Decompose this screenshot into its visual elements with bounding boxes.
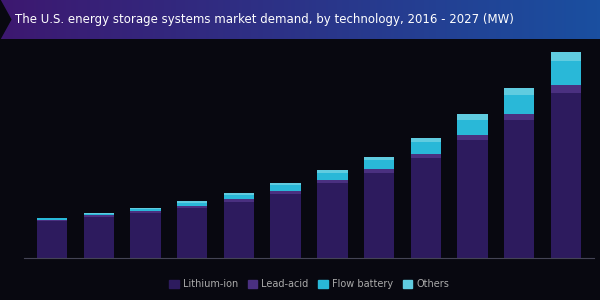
Bar: [410, 138, 441, 142]
Bar: [130, 211, 161, 213]
Bar: [504, 88, 535, 95]
Bar: [364, 169, 394, 173]
Bar: [504, 120, 535, 258]
Bar: [130, 213, 161, 258]
Bar: [457, 120, 488, 135]
Bar: [551, 52, 581, 61]
Bar: [271, 191, 301, 194]
Bar: [130, 208, 161, 209]
Bar: [83, 215, 114, 217]
Legend: Lithium-ion, Lead-acid, Flow battery, Others: Lithium-ion, Lead-acid, Flow battery, Ot…: [165, 275, 453, 293]
Bar: [504, 95, 535, 114]
Bar: [317, 183, 347, 258]
Bar: [224, 193, 254, 195]
Text: The U.S. energy storage systems market demand, by technology, 2016 - 2027 (MW): The U.S. energy storage systems market d…: [15, 13, 514, 26]
Bar: [177, 208, 208, 258]
Bar: [410, 142, 441, 154]
Bar: [317, 170, 347, 173]
Bar: [177, 206, 208, 208]
Bar: [224, 199, 254, 202]
Polygon shape: [0, 0, 11, 39]
Bar: [83, 214, 114, 215]
Bar: [177, 202, 208, 206]
Bar: [271, 185, 301, 191]
Bar: [317, 173, 347, 180]
Bar: [410, 154, 441, 158]
Bar: [37, 221, 67, 258]
Bar: [83, 213, 114, 214]
Bar: [224, 195, 254, 199]
Bar: [271, 194, 301, 258]
Bar: [364, 160, 394, 169]
Bar: [271, 183, 301, 185]
Bar: [457, 114, 488, 120]
Bar: [410, 158, 441, 258]
Bar: [551, 61, 581, 86]
Bar: [457, 140, 488, 258]
Bar: [224, 202, 254, 258]
Bar: [364, 157, 394, 160]
Bar: [37, 220, 67, 221]
Bar: [504, 114, 535, 120]
Bar: [130, 209, 161, 211]
Bar: [457, 135, 488, 140]
Bar: [83, 217, 114, 258]
Bar: [317, 180, 347, 183]
Bar: [37, 218, 67, 220]
Bar: [177, 201, 208, 202]
Bar: [551, 85, 581, 93]
Bar: [364, 173, 394, 258]
Bar: [551, 93, 581, 258]
